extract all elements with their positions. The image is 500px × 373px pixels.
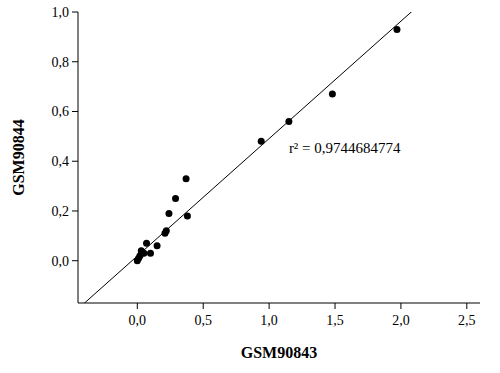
x-tick — [203, 303, 204, 309]
y-tick-label: 1,0 — [52, 5, 70, 20]
chart-svg: 0,0 0,5 1,0 1,5 2,0 2,5 0,0 0,2 0,4 0,6 0,8 1,0 r² =… — [0, 0, 500, 373]
y-tick — [72, 61, 78, 62]
x-tick — [137, 303, 138, 309]
point — [165, 210, 172, 217]
y-tick-label: 0,6 — [52, 104, 70, 119]
x-tick-label: 0,0 — [129, 313, 147, 328]
y-tick-label: 0,4 — [52, 154, 70, 169]
x-axis — [78, 303, 480, 304]
x-tick-label: 1,0 — [260, 313, 278, 328]
point — [163, 227, 170, 234]
point — [154, 242, 161, 249]
x-tick — [269, 303, 270, 309]
y-axis — [78, 12, 79, 303]
x-tick-label: 2,5 — [458, 313, 476, 328]
point — [143, 240, 150, 247]
x-tick-label: 0,5 — [194, 313, 212, 328]
x-tick-label: 1,5 — [326, 313, 344, 328]
y-tick — [72, 111, 78, 112]
y-tick — [72, 260, 78, 261]
x-tick — [400, 303, 401, 309]
x-axis-title: GSM90843 — [241, 344, 317, 361]
y-tick — [72, 210, 78, 211]
point — [393, 26, 400, 33]
x-tick — [335, 303, 336, 309]
point — [285, 118, 292, 125]
point — [172, 195, 179, 202]
point — [140, 250, 147, 257]
point — [184, 212, 191, 219]
regression-line — [78, 12, 480, 303]
x-tick — [466, 303, 467, 309]
y-tick-label: 0,8 — [52, 55, 70, 70]
point — [329, 91, 336, 98]
annotation: r² = 0,9744684774 — [289, 140, 401, 156]
plot-area — [78, 12, 480, 303]
y-tick-label: 0,0 — [52, 254, 70, 269]
y-tick — [72, 12, 78, 13]
y-tick-label: 0,2 — [52, 204, 70, 219]
point — [258, 138, 265, 145]
x-tick-label: 2,0 — [392, 313, 410, 328]
point — [183, 175, 190, 182]
y-tick — [72, 161, 78, 162]
chart-container: 0,0 0,5 1,0 1,5 2,0 2,5 0,0 0,2 0,4 0,6 0,8 1,0 r² =… — [0, 0, 500, 373]
y-axis-title: GSM90844 — [10, 119, 27, 195]
point — [147, 250, 154, 257]
